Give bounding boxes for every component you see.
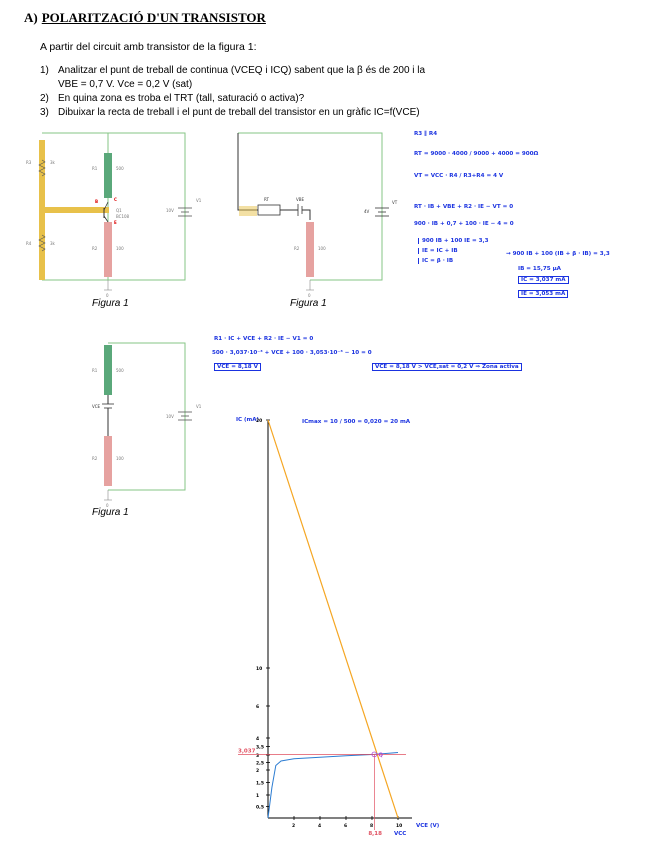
load-line bbox=[267, 419, 399, 819]
c2-vt-value: 4V bbox=[364, 209, 370, 214]
c3-v1-value: 10V bbox=[166, 414, 174, 419]
note-b5: IC = β · IB bbox=[418, 258, 453, 264]
q-x-value-label: 8,18 bbox=[368, 831, 382, 837]
c1-q1-type: BC108 bbox=[116, 214, 130, 219]
c2-vt-label: VT bbox=[392, 200, 398, 205]
note-a1: R3 ∥ R4 bbox=[414, 131, 438, 137]
note-a2: RT = 9000 · 4000 / 9000 + 4000 = 900Ω bbox=[414, 151, 539, 157]
c1-r2-value: 100 bbox=[116, 246, 124, 251]
c3-r2-value: 100 bbox=[116, 456, 124, 461]
c3-r1-resistor bbox=[104, 345, 112, 395]
question-1: 1) Analitzar el punt de treball de contin… bbox=[40, 65, 426, 76]
c1-r2-label: R2 bbox=[92, 246, 98, 251]
y-tick-label: 3,5 bbox=[256, 745, 264, 751]
c3-r1-value: 500 bbox=[116, 368, 124, 373]
note-b1: RT · IB + VBE + R2 · IE − VT = 0 bbox=[414, 204, 514, 210]
vcc-label: VCC bbox=[394, 831, 406, 837]
note-b2: 900 · IB + 0,7 + 100 · IE − 4 = 0 bbox=[414, 221, 514, 227]
figure-caption-2: Figura 1 bbox=[290, 298, 327, 309]
note-c2: 500 · 3,037·10⁻³ + VCE + 100 · 3,053·10⁻… bbox=[212, 350, 372, 356]
c1-collector-label: C bbox=[114, 197, 117, 202]
note-b9: IE = 3,053 mA bbox=[518, 290, 569, 298]
highlight-bar-horizontal bbox=[39, 207, 109, 213]
y-tick-label: 2,5 bbox=[256, 761, 264, 767]
c3-v1-label: V1 bbox=[196, 404, 202, 409]
y-axis-label: IC (mA) bbox=[236, 417, 259, 423]
c2-rt-label: RT bbox=[264, 197, 269, 202]
x-tick-label: 10 bbox=[396, 823, 402, 829]
c1-v1-label: V1 bbox=[196, 198, 202, 203]
y-tick-label: 4 bbox=[256, 736, 259, 742]
c3-vce-label: VCE bbox=[92, 404, 101, 409]
c1-v1-value: 10V bbox=[166, 208, 174, 213]
q-y-value-label: 3,037 bbox=[238, 748, 256, 754]
y-tick-label: 0,5 bbox=[256, 805, 264, 811]
c1-r3-value: 3k bbox=[50, 160, 56, 165]
y-tick-label: 20 bbox=[256, 418, 262, 424]
c1-r4-label: R4 bbox=[26, 241, 32, 246]
c3-r2-resistor bbox=[104, 436, 112, 486]
question-2: 2) En quina zona es troba el TRT (tall, s… bbox=[40, 93, 305, 104]
title-prefix: A) bbox=[24, 10, 38, 25]
c2-r2-resistor bbox=[306, 222, 314, 277]
q-point-label: Q bbox=[378, 752, 383, 758]
intro-text: A partir del circuit amb transistor de l… bbox=[40, 41, 257, 53]
note-c4: VCE = 8,18 V > VCE,sat = 0,2 V ⇒ Zona ac… bbox=[372, 363, 522, 371]
note-a3: VT = VCC · R4 / R3+R4 = 4 V bbox=[414, 173, 504, 179]
c2-r2-label: R2 bbox=[294, 246, 300, 251]
c1-r1-label: R1 bbox=[92, 166, 98, 171]
note-ic-max: ICmax = 10 / 500 = 0,020 = 20 mA bbox=[302, 419, 411, 425]
y-tick-label: 6 bbox=[256, 704, 259, 710]
note-c1: R1 · IC + VCE + R2 · IE − V1 = 0 bbox=[214, 336, 314, 342]
title-text: POLARITZACIÓ D'UN TRANSISTOR bbox=[41, 10, 266, 25]
x-tick-label: 8 bbox=[370, 823, 373, 829]
y-tick-label: 3 bbox=[256, 753, 259, 759]
r2-resistor bbox=[104, 222, 112, 277]
transistor-curve bbox=[267, 752, 399, 819]
c1-r4-value: 3k bbox=[50, 241, 56, 246]
figure-caption-1: Figura 1 bbox=[92, 298, 129, 309]
y-tick-label: 2 bbox=[256, 768, 259, 774]
c1-ground-label: 0 bbox=[106, 293, 109, 298]
note-b6: → 900 IB + 100 (IB + β · IB) = 3,3 bbox=[506, 251, 610, 257]
y-tick-label: 1,5 bbox=[256, 781, 264, 787]
page-title: A) POLARITZACIÓ D'UN TRANSISTOR bbox=[24, 10, 266, 26]
c3-r1-label: R1 bbox=[92, 368, 98, 373]
y-tick-label: 10 bbox=[256, 666, 262, 672]
note-b8: IC = 3,037 mA bbox=[518, 276, 569, 284]
x-tick-label: 6 bbox=[344, 823, 347, 829]
question-1-cont: VBE = 0,7 V. Vce = 0,2 V (sat) bbox=[58, 79, 193, 90]
note-b4: IE = IC + IB bbox=[418, 248, 458, 254]
question-3: 3) Dibuixar la recta de treball i el punt… bbox=[40, 107, 420, 118]
note-b3: 900 IB + 100 IE = 3,3 bbox=[418, 238, 489, 244]
c2-ground-label: 0 bbox=[308, 293, 311, 298]
r1-resistor bbox=[104, 153, 112, 198]
x-tick-label: 2 bbox=[292, 823, 295, 829]
note-c3: VCE = 8,18 V bbox=[214, 363, 261, 371]
c2-r2-value: 100 bbox=[318, 246, 326, 251]
c1-base-label: B bbox=[95, 199, 98, 204]
x-tick-label: 4 bbox=[318, 823, 321, 829]
y-tick-label: 1 bbox=[256, 793, 259, 799]
c3-ground-label: 0 bbox=[106, 503, 109, 508]
c1-q1-label: Q1 bbox=[116, 208, 122, 213]
x-axis-label: VCE (V) bbox=[416, 823, 440, 829]
c3-r2-label: R2 bbox=[92, 456, 98, 461]
c2-vbe-label: VBE bbox=[296, 197, 304, 202]
figure-caption-3: Figura 1 bbox=[92, 507, 129, 518]
c1-r3-label: R3 bbox=[26, 160, 32, 165]
c1-emitter-label: E bbox=[114, 220, 117, 225]
c1-r1-value: 500 bbox=[116, 166, 124, 171]
q-point bbox=[371, 751, 378, 758]
note-b7: IB = 15,75 μA bbox=[518, 266, 562, 272]
